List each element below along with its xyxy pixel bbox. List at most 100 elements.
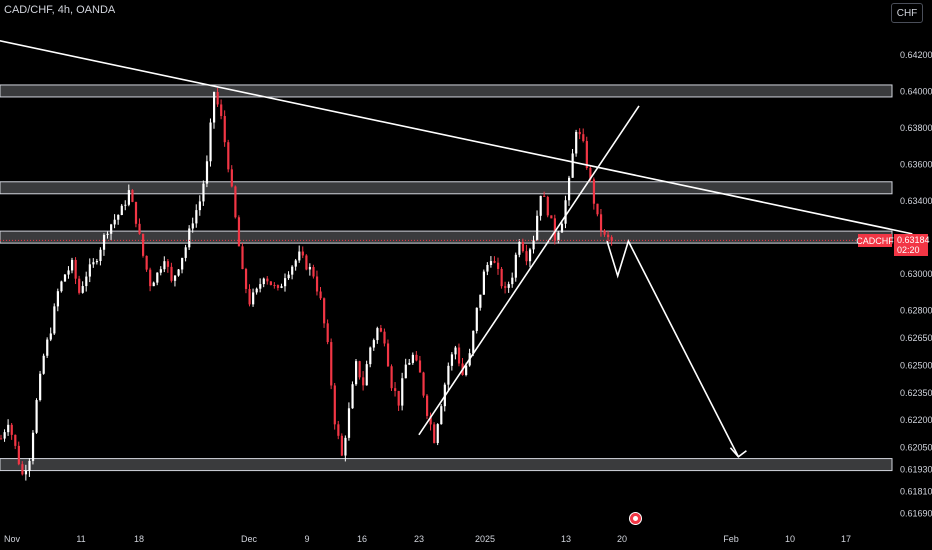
candle-body xyxy=(17,445,20,465)
candle-body xyxy=(145,255,148,270)
sr-zone-4 xyxy=(0,458,893,472)
candle-body xyxy=(195,210,198,224)
candle-body xyxy=(53,306,56,334)
candle-body xyxy=(585,141,588,168)
sr-zone-2 xyxy=(0,181,893,195)
price-tick-label: 0.62350 xyxy=(900,388,932,398)
candle-body xyxy=(191,223,194,229)
candle-body xyxy=(39,373,42,401)
last-price-value: 0.63184 xyxy=(897,235,930,245)
candle-body xyxy=(518,241,521,255)
chart-title: CAD/CHF, 4h, OANDA xyxy=(4,4,116,16)
candle-body xyxy=(397,390,400,406)
descending-resistance-line xyxy=(0,39,913,235)
candle-body xyxy=(99,249,102,261)
price-tick-label: 0.62200 xyxy=(900,415,932,425)
candle-body xyxy=(49,333,52,340)
sr-zone-3 xyxy=(0,230,893,244)
candle-body xyxy=(528,249,532,262)
candle-body xyxy=(404,364,407,379)
candle-body xyxy=(170,266,173,281)
candle-body xyxy=(227,142,230,170)
candle-body xyxy=(422,372,425,396)
candle-body xyxy=(482,271,485,295)
candle-body xyxy=(269,281,272,286)
candle-body xyxy=(401,378,404,406)
price-tick-label: 0.61930 xyxy=(900,465,932,475)
candle-body xyxy=(543,195,546,197)
candle-body xyxy=(610,237,613,241)
candle-body xyxy=(280,286,283,288)
candle-body xyxy=(184,247,187,258)
price-tick-label: 0.63800 xyxy=(900,123,932,133)
price-tick-label: 0.64000 xyxy=(900,86,932,96)
candle-body xyxy=(372,340,375,348)
candle-body xyxy=(202,183,205,202)
candle-body xyxy=(291,266,294,275)
candle-body xyxy=(571,153,574,178)
candles-layer xyxy=(0,87,613,481)
candle-body xyxy=(486,264,489,272)
candle-body xyxy=(21,464,24,475)
candle-body xyxy=(340,435,343,456)
last-price-box: 0.63184 02:20 xyxy=(894,234,930,256)
candle-body xyxy=(337,424,340,436)
price-axis[interactable]: 0.64200 0.64000 0.63800 0.63600 0.63400 0.630… xyxy=(900,50,932,519)
projection-arrowhead xyxy=(729,447,747,458)
candle-body xyxy=(592,179,596,204)
price-tick-label: 0.63600 xyxy=(900,159,932,169)
candle-body xyxy=(355,361,358,385)
currency-button[interactable]: CHF xyxy=(891,3,923,23)
candle-body xyxy=(330,342,333,386)
time-tick-label: Dec xyxy=(241,534,258,544)
candle-body xyxy=(237,217,241,247)
candle-body xyxy=(447,365,450,385)
candle-body xyxy=(71,259,74,271)
candle-body xyxy=(312,267,315,277)
candle-body xyxy=(124,204,127,206)
candle-body xyxy=(81,286,84,293)
price-tick-label: 0.62500 xyxy=(900,360,932,370)
time-axis[interactable]: Nov 11 18 Dec 9 16 23 2025 13 20 Feb 10 17 xyxy=(4,534,851,544)
drawings-layer[interactable] xyxy=(0,18,913,458)
candle-body xyxy=(489,261,493,265)
candle-body xyxy=(181,257,184,270)
candle-body xyxy=(596,203,599,215)
candle-body xyxy=(301,251,304,256)
candle-body xyxy=(259,284,262,289)
candle-body xyxy=(156,272,159,283)
candle-body xyxy=(188,228,191,248)
candle-body xyxy=(436,424,439,443)
candle-body xyxy=(138,223,141,234)
candle-body xyxy=(10,424,13,435)
candle-body xyxy=(198,201,201,211)
candle-body xyxy=(92,262,95,265)
candle-body xyxy=(262,278,265,285)
candle-body xyxy=(575,131,578,154)
candle-body xyxy=(433,424,436,443)
candle-body xyxy=(120,205,123,216)
candle-body xyxy=(323,298,326,324)
candle-body xyxy=(95,260,99,263)
bar-countdown: 02:20 xyxy=(897,245,920,255)
candle-body xyxy=(507,284,510,288)
candle-body xyxy=(379,328,383,332)
candle-body xyxy=(7,424,10,433)
time-tick-label: Feb xyxy=(723,534,739,544)
candle-body xyxy=(252,292,255,305)
candle-body xyxy=(209,122,212,162)
candle-body xyxy=(163,261,166,270)
candle-body xyxy=(35,400,38,433)
candle-body xyxy=(457,347,461,364)
candle-body xyxy=(347,408,351,438)
candle-body xyxy=(536,215,539,241)
candle-body xyxy=(560,223,564,233)
candle-body xyxy=(553,218,556,241)
economic-event-icon[interactable] xyxy=(629,512,642,525)
price-tick-label: 0.61690 xyxy=(900,508,932,518)
price-tick-label: 0.62050 xyxy=(900,443,932,453)
candle-body xyxy=(3,432,6,439)
candle-body xyxy=(344,437,347,456)
candle-body xyxy=(454,347,457,355)
